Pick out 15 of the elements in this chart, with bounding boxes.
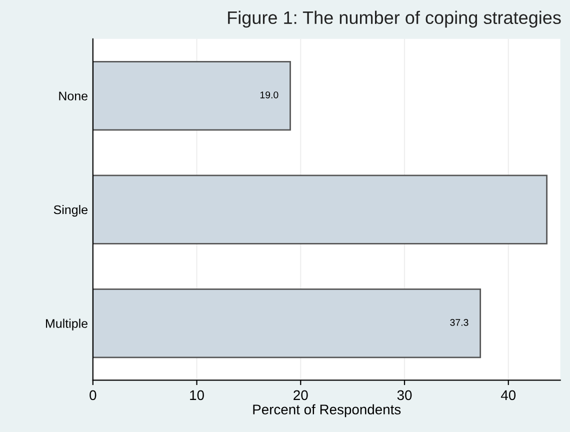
y-tick-label: Multiple [46,318,88,330]
data-label: 37.3 [450,319,468,326]
data-label: 19.0 [260,91,278,98]
x-tick-label: 0 [90,390,96,400]
bar [92,60,291,131]
x-tick-label: 40 [500,390,516,400]
y-tick-label: Single [54,204,88,217]
x-tick-label: 30 [397,390,412,400]
bar [92,174,548,244]
x-tick-label: 20 [294,390,308,400]
x-tick-label: 10 [190,390,204,400]
x-axis-title: Percent of Respondents [253,404,401,418]
bar [92,288,482,358]
chart-title: Figure 1: The number of coping strategies [228,10,561,28]
y-tick-label: None [59,92,88,100]
